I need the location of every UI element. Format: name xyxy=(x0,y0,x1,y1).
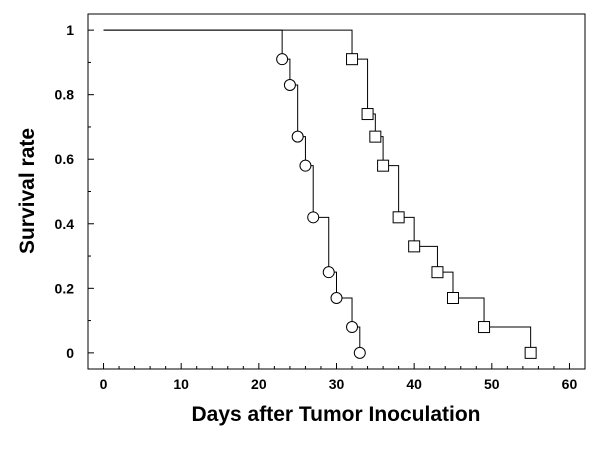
square-marker xyxy=(369,130,382,143)
circle-marker xyxy=(322,266,335,279)
series-circle xyxy=(103,29,366,359)
x-axis-title: Days after Tumor Inoculation xyxy=(192,403,481,426)
y-axis: 0 0.2 0.4 0.6 0.8 1 xyxy=(55,22,94,361)
square-marker xyxy=(478,321,491,334)
x-tick-label: 50 xyxy=(484,376,500,392)
square-marker xyxy=(346,53,359,66)
y-axis-title: Survival rate xyxy=(16,128,39,254)
circle-marker xyxy=(299,159,312,172)
x-tick-label: 10 xyxy=(173,376,189,392)
circle-marker xyxy=(291,130,304,143)
x-axis: 0 10 20 30 40 50 60 xyxy=(100,363,578,392)
square-marker xyxy=(408,240,421,253)
circle-marker xyxy=(346,321,359,334)
y-tick-label: 1 xyxy=(66,22,74,38)
circle-marker xyxy=(283,79,296,91)
x-tick-label: 0 xyxy=(100,376,108,392)
series-square xyxy=(103,29,537,359)
x-tick-label: 30 xyxy=(329,376,345,392)
circle-marker xyxy=(353,346,366,359)
series-layer xyxy=(103,29,537,359)
y-tick-label: 0.6 xyxy=(55,151,75,167)
square-marker xyxy=(392,211,405,224)
y-tick-label: 0.4 xyxy=(55,216,75,232)
square-marker xyxy=(431,266,444,279)
circle-marker xyxy=(307,211,320,224)
x-tick-label: 40 xyxy=(406,376,422,392)
square-marker xyxy=(377,159,390,172)
square-marker xyxy=(524,346,537,359)
series-step-line xyxy=(103,29,361,353)
x-tick-label: 20 xyxy=(251,376,267,392)
y-tick-label: 0.2 xyxy=(55,280,75,296)
circle-marker xyxy=(330,292,343,304)
y-tick-label: 0 xyxy=(66,345,74,361)
square-marker xyxy=(361,108,374,121)
circle-marker xyxy=(276,53,289,66)
x-tick-label: 60 xyxy=(562,376,578,392)
square-marker xyxy=(446,292,459,304)
plot-frame xyxy=(87,13,586,370)
series-step-line xyxy=(103,29,532,353)
y-tick-label: 0.8 xyxy=(55,87,75,103)
